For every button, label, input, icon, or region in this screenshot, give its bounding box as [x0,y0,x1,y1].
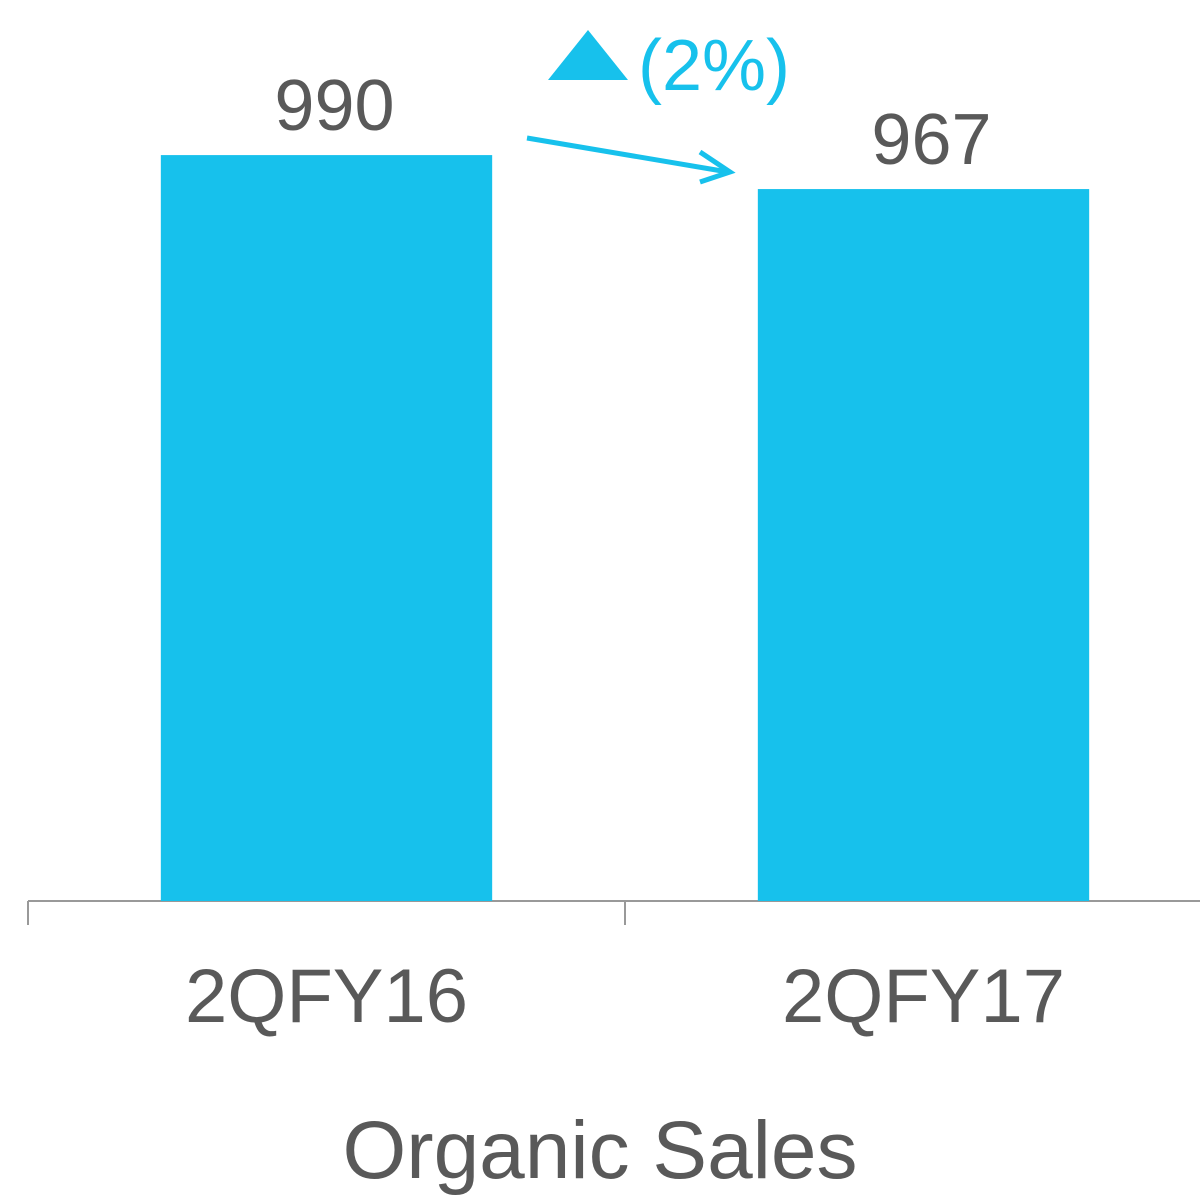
bar [757,189,1090,901]
arrow-head [698,149,736,185]
x-tick-label: 2QFY17 [782,954,1065,1039]
change-annotation: (2%) [638,26,790,106]
delta-triangle [548,30,628,80]
bar [160,155,493,902]
value-label: 967 [871,100,991,180]
x-axis-label: Organic Sales [342,1105,857,1196]
value-label: 990 [274,66,394,146]
arrow-shaft [526,135,729,175]
x-tick-label: 2QFY16 [185,954,468,1039]
